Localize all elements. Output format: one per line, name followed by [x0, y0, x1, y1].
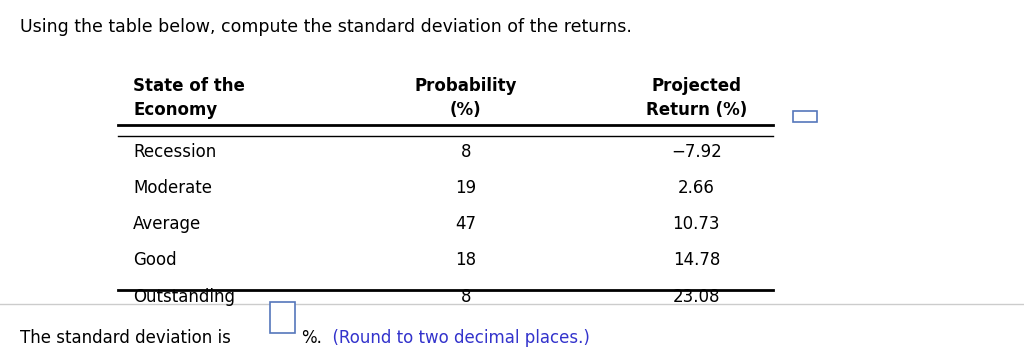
Text: 47: 47 [456, 215, 476, 233]
Text: Projected
Return (%): Projected Return (%) [646, 77, 746, 119]
Text: Recession: Recession [133, 143, 216, 161]
FancyBboxPatch shape [270, 302, 295, 333]
Text: Moderate: Moderate [133, 179, 212, 197]
Text: 19: 19 [456, 179, 476, 197]
Text: State of the
Economy: State of the Economy [133, 77, 245, 119]
Text: 10.73: 10.73 [673, 215, 720, 233]
Text: 2.66: 2.66 [678, 179, 715, 197]
Text: 8: 8 [461, 143, 471, 161]
Text: Using the table below, compute the standard deviation of the returns.: Using the table below, compute the stand… [20, 18, 633, 36]
Text: 18: 18 [456, 251, 476, 269]
Text: −7.92: −7.92 [671, 143, 722, 161]
Text: 23.08: 23.08 [673, 288, 720, 306]
Text: Outstanding: Outstanding [133, 288, 236, 306]
Text: The standard deviation is: The standard deviation is [20, 329, 237, 347]
Text: %.: %. [301, 329, 322, 347]
Text: Good: Good [133, 251, 177, 269]
Text: (Round to two decimal places.): (Round to two decimal places.) [322, 329, 590, 347]
Text: Average: Average [133, 215, 202, 233]
Text: Probability
(%): Probability (%) [415, 77, 517, 119]
FancyBboxPatch shape [793, 111, 817, 122]
Text: 14.78: 14.78 [673, 251, 720, 269]
Text: 8: 8 [461, 288, 471, 306]
